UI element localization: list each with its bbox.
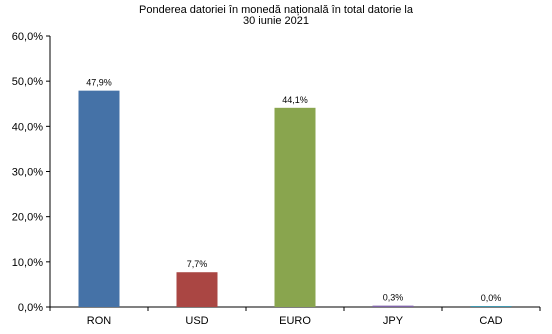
- y-tick-label: 20,0%: [12, 212, 43, 224]
- data-label-cad: 0,0%: [481, 293, 502, 303]
- data-label-ron: 47,9%: [86, 78, 112, 88]
- bar-usd: [176, 272, 218, 307]
- data-label-usd: 7,7%: [187, 259, 208, 269]
- bar-jpy: [372, 305, 414, 307]
- chart-title-line-1: Ponderea datoriei în monedă națională în…: [139, 4, 413, 16]
- bar-ron: [78, 90, 120, 307]
- y-tick-label: 40,0%: [12, 121, 43, 133]
- y-tick-label: 60,0%: [12, 31, 43, 43]
- y-tick-label: 10,0%: [12, 257, 43, 269]
- x-tick-label: USD: [185, 315, 208, 327]
- y-tick-label: 0,0%: [18, 302, 43, 314]
- chart-title-line-2: 30 iunie 2021: [242, 15, 310, 27]
- x-tick-label: CAD: [479, 315, 502, 327]
- y-tick-label: 50,0%: [12, 76, 43, 88]
- bar-cad: [470, 306, 512, 307]
- data-label-jpy: 0,3%: [383, 293, 404, 303]
- y-tick-label: 30,0%: [12, 167, 43, 179]
- x-tick-label: RON: [87, 315, 112, 327]
- x-tick-label: JPY: [383, 315, 404, 327]
- data-label-euro: 44,1%: [282, 95, 308, 105]
- x-tick-label: EURO: [279, 315, 311, 327]
- bar-euro: [274, 107, 316, 307]
